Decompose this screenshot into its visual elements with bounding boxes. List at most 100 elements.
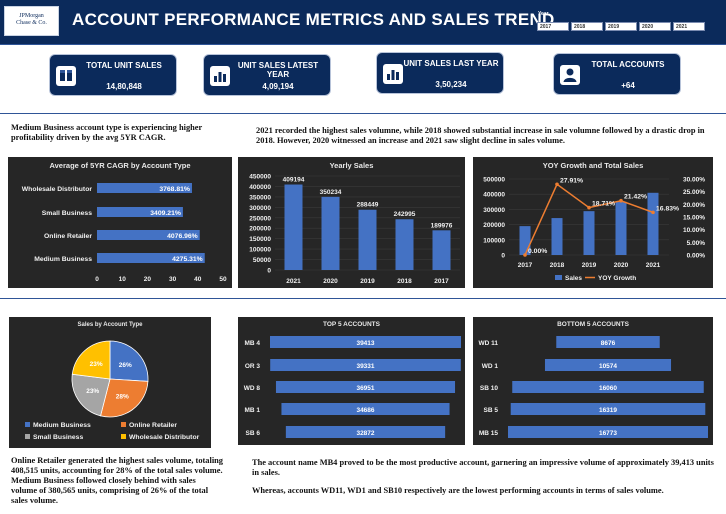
- kpi-title: UNIT SALES LATEST YEAR: [237, 61, 319, 79]
- top-accounts-panel: TOP 5 ACCOUNTS MB 4 39413 OR 3 39331 WD 8 369…: [238, 317, 465, 445]
- cagr-x-tick: 40: [194, 276, 202, 283]
- yoy-y2-tick: 20.00%: [683, 202, 705, 209]
- cagr-data-label: 3409.21%: [150, 210, 181, 217]
- yearly-x-tick: 2017: [434, 278, 449, 285]
- bottom-accounts-category-label: SB 10: [480, 385, 498, 392]
- yearly-y-tick: 250000: [249, 215, 271, 222]
- cagr-category-label: Small Business: [42, 210, 92, 217]
- yearly-bar: [395, 219, 414, 270]
- yoy-sales-bar: [583, 211, 595, 255]
- yoy-y2-tick: 30.00%: [683, 177, 705, 184]
- yoy-x-tick: 2018: [550, 262, 565, 269]
- year-button-2019[interactable]: 2019: [605, 22, 637, 31]
- top-accounts-bar: [281, 403, 450, 415]
- bottom-accounts-chart: WD 11 8676 WD 1 10574 SB 10 16060 SB 5 16319 MB …: [478, 336, 708, 438]
- cagr-bar: [97, 207, 183, 217]
- pie-legend-swatch: [25, 422, 30, 427]
- yoy-y2-tick: 10.00%: [683, 227, 705, 234]
- yoy-growth-point: [523, 253, 527, 257]
- cagr-x-tick: 0: [95, 276, 99, 283]
- pie-data-label: 26%: [119, 362, 132, 369]
- bottom-accounts-data-label: 16060: [599, 385, 617, 392]
- yearly-y-tick: 300000: [249, 205, 271, 212]
- yearly-data-label: 189976: [431, 222, 453, 229]
- yoy-growth-chart: 0 100000 200000 300000 400000 500000 0.00% 5.00…: [483, 177, 705, 283]
- bottom-accounts-data-label: 16773: [599, 430, 617, 437]
- top-accounts-category-label: OR 3: [245, 363, 261, 370]
- yoy-growth-label: 0.00%: [528, 248, 547, 255]
- yearly-x-tick: 2020: [323, 278, 338, 285]
- top-accounts-data-label: 34686: [356, 407, 374, 414]
- bottom-accounts-bar: [556, 336, 660, 348]
- company-logo: JPMorgan Chase & Co.: [4, 6, 59, 36]
- yearly-bar: [321, 196, 340, 270]
- top-accounts-insight-text: The account name MB4 proved to be the mo…: [252, 458, 714, 477]
- yoy-y-tick: 0: [501, 253, 505, 260]
- year-button-2021[interactable]: 2021: [673, 22, 705, 31]
- yoy-growth-label: 18.71%: [592, 201, 615, 208]
- yoy-growth-point: [587, 205, 591, 210]
- yoy-legend-swatch-sales: [555, 275, 562, 280]
- top-accounts-data-label: 39331: [356, 363, 374, 370]
- cagr-category-label: Medium Business: [34, 256, 92, 263]
- yearly-y-tick: 400000: [249, 184, 271, 191]
- year-button-2018[interactable]: 2018: [571, 22, 603, 31]
- pie-legend-label: Wholesale Distributor: [129, 434, 200, 441]
- yearly-y-tick: 0: [267, 268, 271, 275]
- bottom-accounts-bar: [510, 403, 706, 415]
- year-button-2017[interactable]: 2017: [537, 22, 569, 31]
- bottom-accounts-category-label: WD 11: [478, 340, 498, 347]
- kpi-total-accounts: TOTAL ACCOUNTS +64: [553, 53, 681, 95]
- yoy-sales-bar: [519, 226, 531, 255]
- yoy-x-tick: 2020: [614, 262, 629, 269]
- person-icon: [560, 65, 580, 85]
- yoy-legend-label-growth: YOY Growth: [598, 275, 636, 282]
- yearly-y-tick: 450000: [249, 174, 271, 181]
- yearly-y-tick: 350000: [249, 194, 271, 201]
- yoy-growth-panel: YOY Growth and Total Sales 0 100000 200000…: [473, 157, 713, 288]
- yearly-x-tick: 2019: [360, 278, 375, 285]
- yearly-bar: [284, 184, 303, 270]
- bottom-accounts-category-label: WD 1: [482, 363, 499, 370]
- cagr-bar: [97, 253, 205, 263]
- pie-slice: [100, 378, 149, 418]
- yoy-y-tick: 100000: [483, 237, 505, 244]
- bottom-accounts-bar: [508, 426, 708, 438]
- yoy-y-tick: 300000: [483, 207, 505, 214]
- bottom-accounts-category-label: SB 5: [484, 407, 499, 414]
- yoy-growth-label: 21.42%: [624, 194, 647, 201]
- kpi-unit-sales-latest-year: UNIT SALES LATEST YEAR 4,09,194: [203, 54, 331, 96]
- box-icon: [56, 66, 76, 86]
- yearly-y-tick: 200000: [249, 226, 271, 233]
- yoy-y-tick: 200000: [483, 222, 505, 229]
- bottom-accounts-category-label: MB 15: [479, 430, 499, 437]
- pie-legend-label: Small Business: [33, 434, 83, 441]
- year-button-2020[interactable]: 2020: [639, 22, 671, 31]
- bar-chart-icon: [383, 64, 403, 84]
- yearly-data-label: 242995: [394, 211, 416, 218]
- top-accounts-category-label: WD 8: [244, 385, 261, 392]
- pie-chart-title: Sales by Account Type: [77, 322, 143, 328]
- top-accounts-bar: [275, 381, 456, 393]
- cagr-bar: [97, 230, 200, 240]
- pie-data-label: 28%: [116, 393, 129, 400]
- top-accounts-chart: MB 4 39413 OR 3 39331 WD 8 36951 MB 1 34686 SB 6…: [244, 336, 461, 438]
- pie-insight-text: Online Retailer generated the highest sa…: [11, 456, 223, 505]
- yoy-sales-bar: [615, 201, 627, 255]
- kpi-title: TOTAL UNIT SALES: [86, 61, 162, 70]
- top-accounts-category-label: MB 4: [244, 340, 260, 347]
- yearly-data-label: 288449: [357, 202, 379, 209]
- yoy-y2-tick: 25.00%: [683, 189, 705, 196]
- cagr-x-tick: 20: [144, 276, 152, 283]
- pie-data-label: 23%: [90, 361, 103, 368]
- bar-chart-icon: [210, 66, 230, 86]
- header-divider: [0, 44, 726, 45]
- cagr-data-label: 4076.96%: [167, 233, 198, 240]
- yoy-legend-label-sales: Sales: [565, 275, 582, 282]
- yoy-x-tick: 2017: [518, 262, 533, 269]
- yoy-growth-title: YOY Growth and Total Sales: [542, 161, 644, 170]
- bottom-accounts-bar: [544, 359, 672, 371]
- pie-legend-swatch: [121, 434, 126, 439]
- pie-chart: 26% 28% 23% 23% Medium Business Online Retail…: [25, 340, 200, 441]
- yearly-bar: [432, 230, 451, 270]
